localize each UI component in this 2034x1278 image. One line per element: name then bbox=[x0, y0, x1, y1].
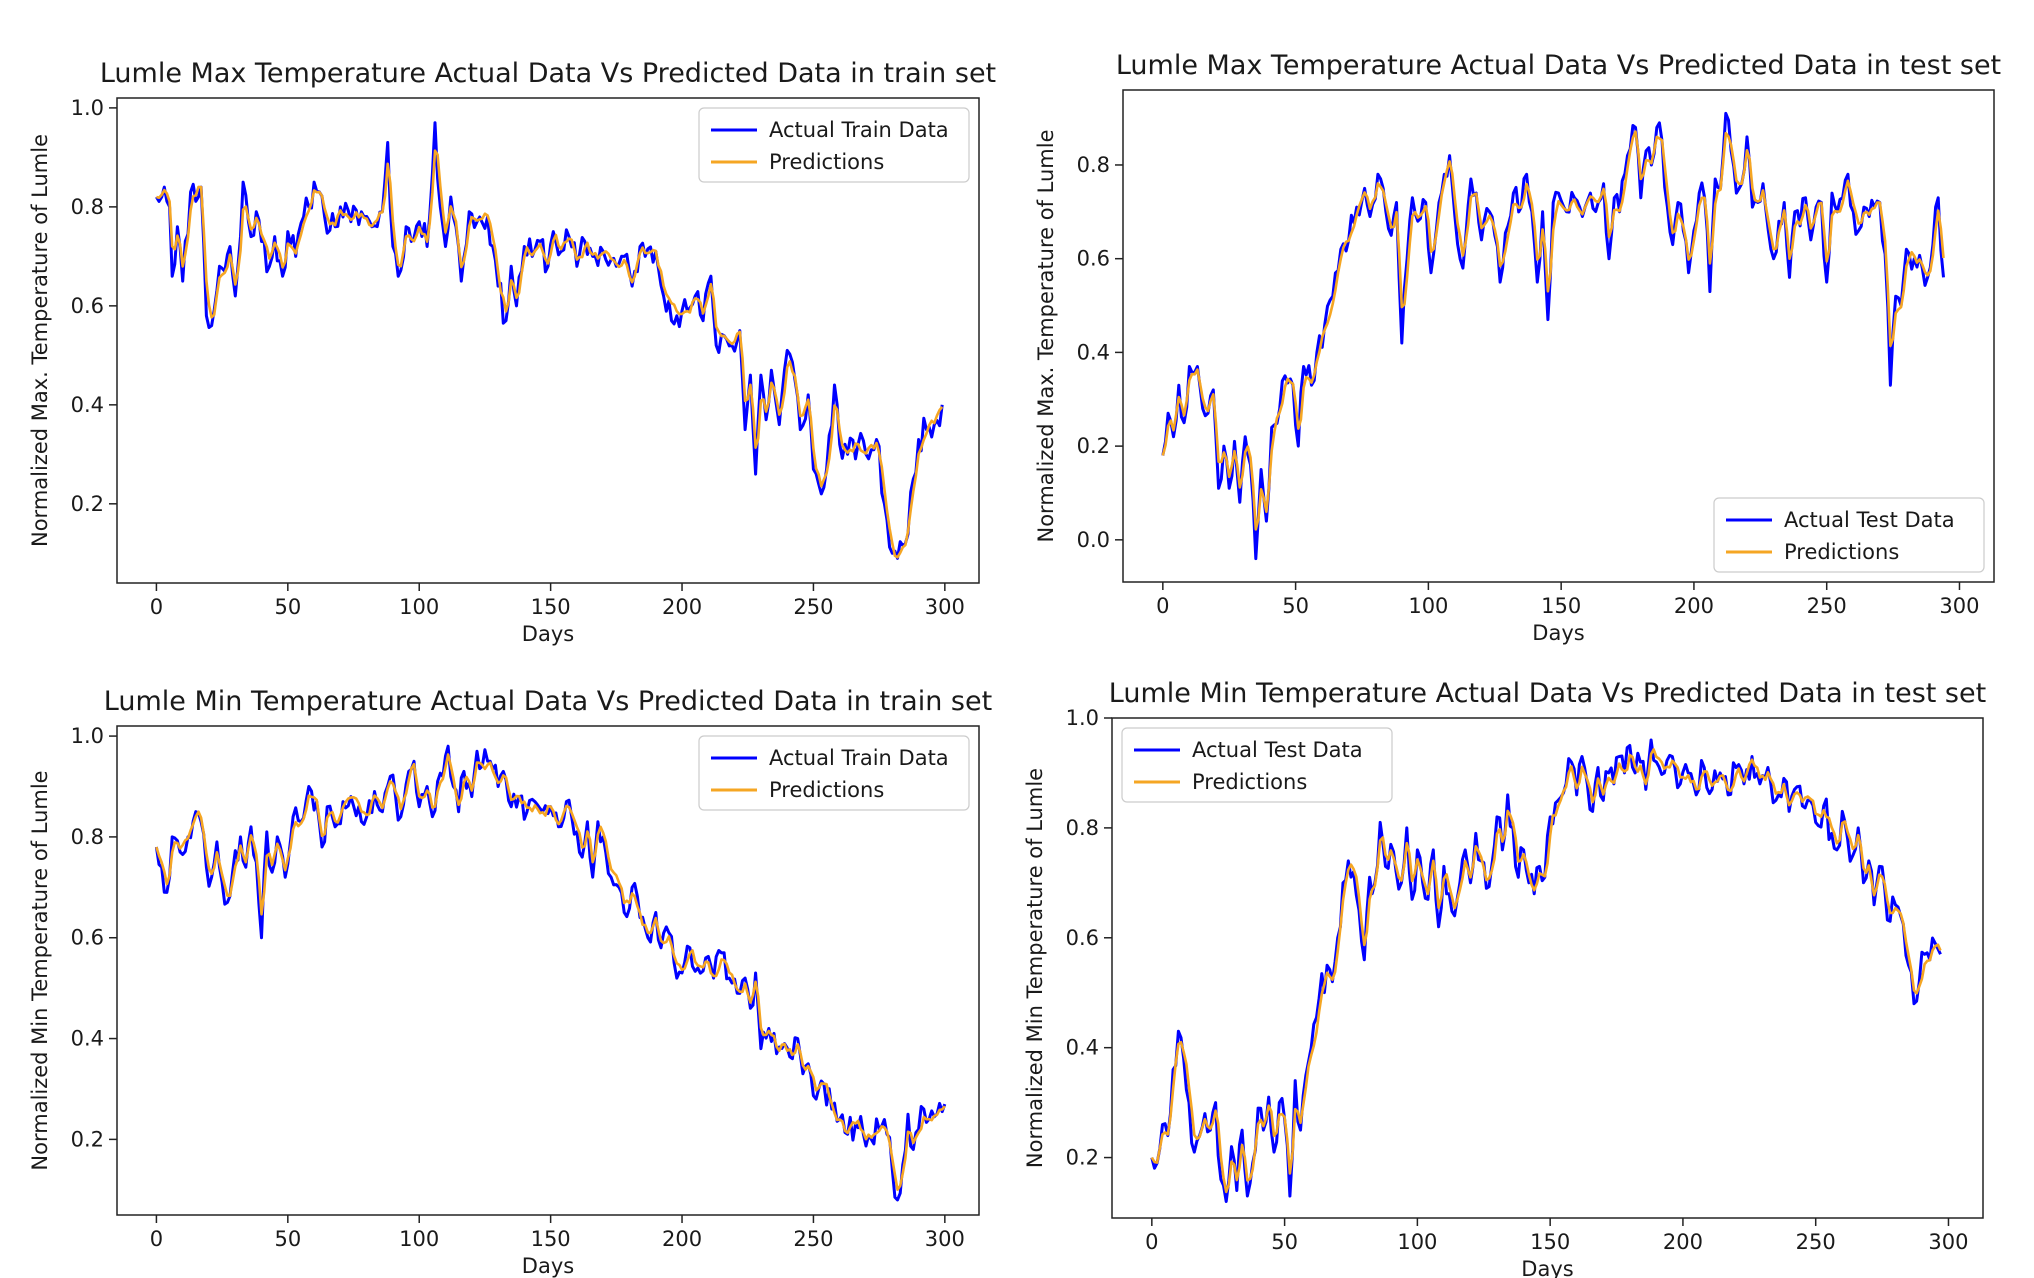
legend-label: Actual Train Data bbox=[769, 118, 949, 142]
legend-label: Actual Train Data bbox=[769, 746, 949, 770]
y-tick-label: 0.6 bbox=[1077, 247, 1110, 271]
y-tick-label: 0.2 bbox=[71, 492, 104, 516]
x-tick-label: 300 bbox=[925, 595, 965, 619]
legend-label: Predictions bbox=[769, 150, 884, 174]
axes-frame bbox=[116, 97, 980, 584]
series-line-predictions bbox=[1150, 748, 1942, 1194]
y-axis-label: Normalized Min Temperature of Lumle bbox=[1023, 768, 1047, 1168]
y-tick-label: 0.6 bbox=[1066, 926, 1099, 950]
x-tick-label: 200 bbox=[662, 595, 702, 619]
series-line-actual bbox=[155, 121, 944, 560]
y-tick-label: 1.0 bbox=[71, 96, 104, 120]
x-tick-label: 100 bbox=[399, 595, 439, 619]
axes-frame bbox=[1111, 717, 1984, 1219]
x-tick-label: 0 bbox=[1145, 1230, 1158, 1254]
chart-min-temp-train: Lumle Min Temperature Actual Data Vs Pre… bbox=[28, 686, 992, 1278]
x-tick-label: 100 bbox=[1408, 594, 1448, 618]
x-tick-label: 50 bbox=[274, 595, 301, 619]
y-tick-label: 0.8 bbox=[1077, 153, 1110, 177]
x-tick-label: 150 bbox=[1541, 594, 1581, 618]
x-axis-label: Days bbox=[1521, 1257, 1573, 1278]
chart-max-temp-test: Lumle Max Temperature Actual Data Vs Pre… bbox=[1034, 50, 2001, 645]
x-axis-label: Days bbox=[1532, 621, 1584, 645]
x-axis-label: Days bbox=[522, 622, 574, 646]
y-tick-label: 0.4 bbox=[1066, 1036, 1099, 1060]
y-tick-label: 0.6 bbox=[71, 294, 104, 318]
x-tick-label: 300 bbox=[1928, 1230, 1968, 1254]
x-tick-label: 300 bbox=[1939, 594, 1979, 618]
x-tick-label: 0 bbox=[150, 595, 163, 619]
y-tick-label: 0.2 bbox=[71, 1127, 104, 1151]
series-line-actual bbox=[1161, 111, 1945, 561]
y-tick-label: 0.4 bbox=[71, 1027, 104, 1051]
x-tick-label: 0 bbox=[150, 1227, 163, 1251]
legend-label: Predictions bbox=[1784, 540, 1899, 564]
y-tick-label: 1.0 bbox=[1066, 706, 1099, 730]
x-tick-label: 100 bbox=[1397, 1230, 1437, 1254]
legend: Actual Train Data Predictions bbox=[698, 107, 970, 183]
series-line-actual bbox=[154, 744, 947, 1202]
x-axis-label: Days bbox=[522, 1254, 574, 1278]
series-line-actual bbox=[1150, 738, 1942, 1203]
x-tick-label: 50 bbox=[274, 1227, 301, 1251]
y-tick-label: 1.0 bbox=[71, 724, 104, 748]
legend: Actual Test Data Predictions bbox=[1713, 497, 1985, 573]
legend-label: Predictions bbox=[1192, 770, 1307, 794]
x-tick-label: 150 bbox=[1530, 1230, 1570, 1254]
x-tick-label: 150 bbox=[531, 1227, 571, 1251]
x-tick-label: 200 bbox=[662, 1227, 702, 1251]
chart-title: Lumle Min Temperature Actual Data Vs Pre… bbox=[1109, 678, 1986, 709]
x-tick-label: 50 bbox=[1282, 594, 1309, 618]
x-tick-label: 0 bbox=[1156, 594, 1169, 618]
y-tick-label: 0.2 bbox=[1077, 434, 1110, 458]
x-tick-label: 300 bbox=[925, 1227, 965, 1251]
x-tick-label: 200 bbox=[1663, 1230, 1703, 1254]
x-tick-label: 100 bbox=[399, 1227, 439, 1251]
y-tick-label: 0.0 bbox=[1077, 528, 1110, 552]
legend-label: Actual Test Data bbox=[1192, 738, 1363, 762]
x-tick-label: 250 bbox=[793, 1227, 833, 1251]
series-line-predictions bbox=[155, 753, 946, 1191]
legend-box bbox=[698, 735, 970, 811]
x-tick-label: 250 bbox=[1807, 594, 1847, 618]
legend: Actual Train Data Predictions bbox=[698, 735, 970, 811]
x-tick-label: 250 bbox=[1796, 1230, 1836, 1254]
y-axis-label: Normalized Max. Temperature of Lumle bbox=[1034, 130, 1058, 543]
legend-label: Predictions bbox=[769, 778, 884, 802]
x-tick-label: 250 bbox=[793, 595, 833, 619]
y-tick-label: 0.8 bbox=[71, 195, 104, 219]
series-line-predictions bbox=[1161, 130, 1945, 531]
y-axis-label: Normalized Max. Temperature of Lumle bbox=[28, 134, 52, 547]
chart-max-temp-train: Lumle Max Temperature Actual Data Vs Pre… bbox=[28, 58, 996, 646]
y-tick-label: 0.8 bbox=[71, 825, 104, 849]
y-tick-label: 0.6 bbox=[71, 926, 104, 950]
y-tick-label: 0.4 bbox=[1077, 340, 1110, 364]
x-tick-label: 50 bbox=[1271, 1230, 1298, 1254]
legend-box bbox=[698, 107, 970, 183]
legend-label: Actual Test Data bbox=[1784, 508, 1955, 532]
x-tick-label: 150 bbox=[531, 595, 571, 619]
legend-box bbox=[1121, 727, 1393, 803]
axes-frame bbox=[1122, 89, 1995, 583]
chart-title: Lumle Min Temperature Actual Data Vs Pre… bbox=[104, 686, 992, 717]
y-tick-label: 0.8 bbox=[1066, 816, 1099, 840]
y-axis-label: Normalized Min Temperature of Lumle bbox=[28, 770, 52, 1170]
chart-min-temp-test: Lumle Min Temperature Actual Data Vs Pre… bbox=[1023, 678, 1986, 1278]
legend: Actual Test Data Predictions bbox=[1121, 727, 1393, 803]
series-line-predictions bbox=[156, 149, 944, 559]
axes-frame bbox=[116, 725, 980, 1216]
chart-title: Lumle Max Temperature Actual Data Vs Pre… bbox=[100, 58, 996, 89]
y-tick-label: 0.4 bbox=[71, 393, 104, 417]
y-tick-label: 0.2 bbox=[1066, 1146, 1099, 1170]
legend-box bbox=[1713, 497, 1985, 573]
chart-title: Lumle Max Temperature Actual Data Vs Pre… bbox=[1116, 50, 2001, 81]
x-tick-label: 200 bbox=[1674, 594, 1714, 618]
